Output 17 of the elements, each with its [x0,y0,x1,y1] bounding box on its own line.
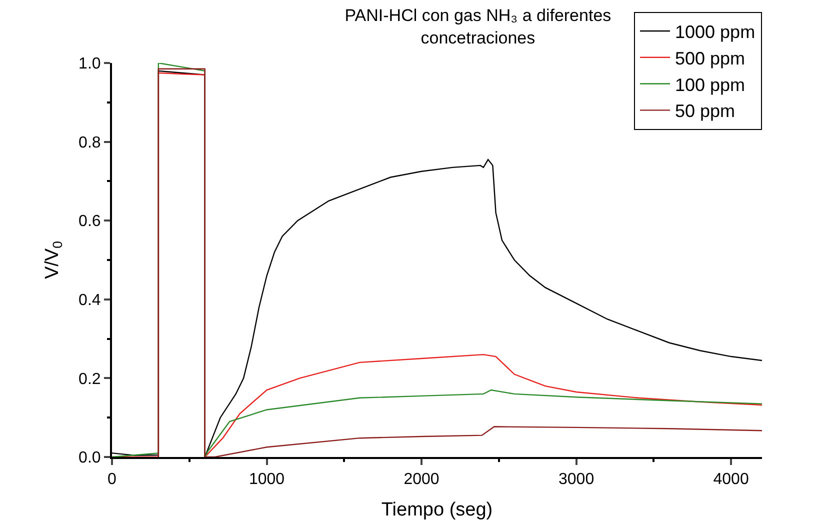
x-tick-label: 3000 [558,471,594,488]
chart-title: PANI-HCl con gas NH₃ a diferentes concetraciones [344,6,612,48]
x-axis-title: Tiempo (seg) [381,500,493,520]
y-tick-label: 0.2 [78,370,101,388]
legend-label: 100 ppm [675,74,746,95]
y-tick-label: 0.8 [78,134,101,152]
x-tick-label: 2000 [404,471,440,488]
legend-label: 50 ppm [675,101,736,122]
y-tick-label: 1.0 [78,56,101,73]
y-tick-label: 0.6 [78,213,101,230]
legend-label: 1000 ppm [675,22,756,42]
x-tick-label: 1000 [248,471,285,488]
x-tick-label: 4000 [713,471,749,488]
legend-label: 500 ppm [675,48,746,68]
x-tick-label: 0 [108,471,117,488]
y-tick-label: 0.0 [78,450,101,467]
y-tick-label: 0.4 [78,292,101,309]
